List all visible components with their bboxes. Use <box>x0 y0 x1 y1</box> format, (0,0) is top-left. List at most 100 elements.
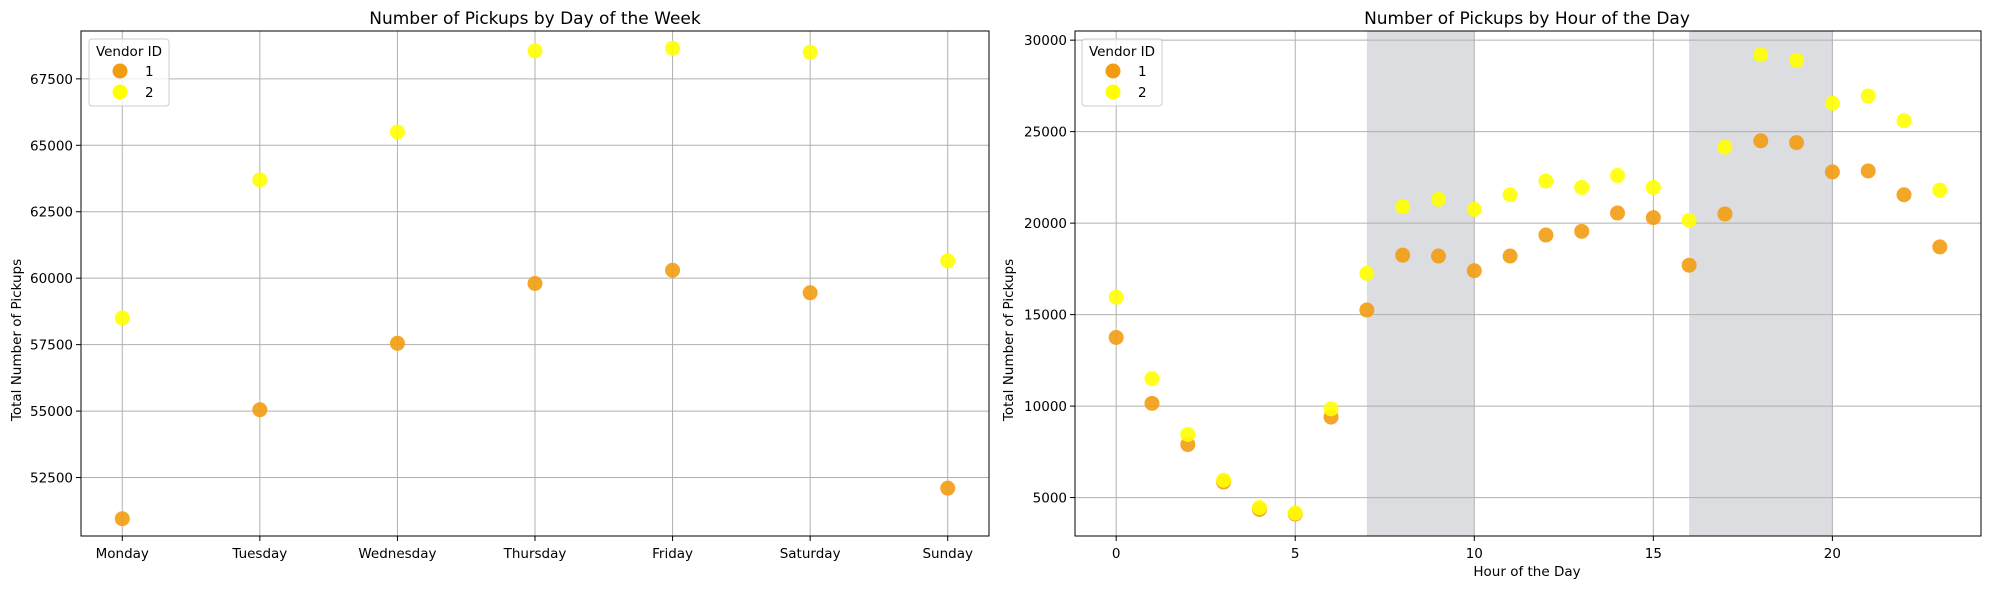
legend-box <box>88 38 170 107</box>
legend-marker-1 <box>112 63 128 79</box>
data-points <box>1108 47 1948 522</box>
point-vendor-2 <box>1180 426 1196 442</box>
legend-label-2: 2 <box>1138 85 1147 101</box>
x-tick-label: Wednesday <box>358 546 436 562</box>
point-vendor-2 <box>1108 289 1124 305</box>
x-tick-label: Monday <box>96 546 149 562</box>
point-vendor-2 <box>1251 500 1267 516</box>
point-vendor-2 <box>1717 139 1733 155</box>
point-vendor-1 <box>1144 395 1160 411</box>
point-vendor-1 <box>665 262 681 278</box>
x-tick-label: 0 <box>1112 546 1121 562</box>
y-tick-label: 52500 <box>30 471 73 487</box>
point-vendor-2 <box>1896 113 1912 129</box>
shaded-range <box>1366 31 1475 536</box>
legend: Vendor ID 1 2 <box>88 38 170 107</box>
axis-ticks: Monday Tuesday Wednesday Thursday Friday Satu… <box>30 72 973 562</box>
x-axis-label: Hour of the Day <box>1473 564 1580 580</box>
shaded-range <box>1689 31 1833 536</box>
point-vendor-2 <box>1645 179 1661 195</box>
point-vendor-2 <box>252 172 268 188</box>
point-vendor-1 <box>940 480 956 496</box>
point-vendor-1 <box>1896 187 1912 203</box>
point-vendor-2 <box>665 40 681 56</box>
point-vendor-1 <box>1359 302 1375 318</box>
point-vendor-2 <box>1466 201 1482 217</box>
x-tick-label: 20 <box>1824 546 1841 562</box>
grid-lines <box>81 31 989 536</box>
chart-pickups-by-hour: Number of Pickups by Hour of the Day Tot… <box>1001 9 1982 580</box>
y-axis-label: Total Number of Pickups <box>9 259 25 422</box>
point-vendor-1 <box>114 511 130 527</box>
point-vendor-1 <box>1466 263 1482 279</box>
y-axis-label: Total Number of Pickups <box>1001 259 1017 422</box>
legend-marker-1 <box>1105 63 1121 79</box>
x-tick-label: Tuesday <box>231 546 287 562</box>
data-points <box>114 40 956 527</box>
y-tick-label: 20000 <box>1024 216 1067 232</box>
y-tick-label: 5000 <box>1033 491 1067 507</box>
point-vendor-2 <box>1216 472 1232 488</box>
point-vendor-1 <box>1610 205 1626 221</box>
legend-label-2: 2 <box>145 85 154 101</box>
chart-title: Number of Pickups by Day of the Week <box>369 9 701 29</box>
x-tick-label: 15 <box>1645 546 1662 562</box>
point-vendor-2 <box>1574 179 1590 195</box>
y-tick-label: 67500 <box>30 72 73 88</box>
plot-frame <box>1074 30 1982 537</box>
y-tick-label: 30000 <box>1024 33 1067 49</box>
x-tick-label: 5 <box>1291 546 1300 562</box>
point-vendor-2 <box>802 44 818 60</box>
point-vendor-1 <box>1502 248 1518 264</box>
grid-lines <box>1075 31 1981 536</box>
y-tick-label: 15000 <box>1024 308 1067 324</box>
point-vendor-2 <box>1753 47 1769 63</box>
legend-marker-2 <box>112 84 128 100</box>
point-vendor-2 <box>1789 52 1805 68</box>
legend: Vendor ID 1 2 <box>1081 38 1163 107</box>
point-vendor-2 <box>1932 182 1948 198</box>
point-vendor-1 <box>1717 206 1733 222</box>
point-vendor-2 <box>1502 187 1518 203</box>
point-vendor-2 <box>1610 168 1626 184</box>
point-vendor-1 <box>802 285 818 301</box>
chart-pickups-by-day: Number of Pickups by Day of the Week Tot… <box>9 9 990 562</box>
legend-box <box>1081 38 1163 107</box>
point-vendor-1 <box>1824 164 1840 180</box>
point-vendor-1 <box>1789 135 1805 151</box>
point-vendor-2 <box>1323 401 1339 417</box>
point-vendor-2 <box>114 310 130 326</box>
point-vendor-1 <box>527 276 543 291</box>
chart-title: Number of Pickups by Hour of the Day <box>1364 9 1690 29</box>
y-tick-label: 60000 <box>30 271 73 287</box>
y-tick-label: 62500 <box>30 205 73 221</box>
x-tick-label: Friday <box>652 546 693 562</box>
point-vendor-2 <box>1287 505 1303 521</box>
y-tick-label: 10000 <box>1024 399 1067 415</box>
point-vendor-2 <box>1430 191 1446 207</box>
point-vendor-1 <box>252 402 268 418</box>
point-vendor-1 <box>1860 163 1876 179</box>
y-tick-label: 55000 <box>30 404 73 420</box>
legend-title: Vendor ID <box>1089 44 1155 60</box>
x-tick-label: Saturday <box>780 546 841 562</box>
plot-frame <box>80 30 990 537</box>
point-vendor-1 <box>1753 133 1769 149</box>
legend-label-1: 1 <box>145 64 154 80</box>
point-vendor-2 <box>1681 212 1697 228</box>
y-tick-label: 65000 <box>30 138 73 154</box>
point-vendor-1 <box>1932 239 1948 255</box>
point-vendor-1 <box>1574 223 1590 239</box>
axis-ticks: 0 5 10 15 20 5000 10000 15000 20000 25000 30000 <box>1024 33 1841 562</box>
y-tick-label: 57500 <box>30 338 73 354</box>
legend-label-1: 1 <box>1138 64 1147 80</box>
point-vendor-2 <box>1824 95 1840 111</box>
point-vendor-1 <box>1645 210 1661 226</box>
point-vendor-1 <box>1538 227 1554 243</box>
point-vendor-2 <box>940 253 956 269</box>
shaded-ranges <box>1366 31 1833 536</box>
x-tick-label: Thursday <box>503 546 567 562</box>
point-vendor-2 <box>1395 199 1411 215</box>
point-vendor-2 <box>1144 371 1160 387</box>
legend-marker-2 <box>1105 84 1121 100</box>
